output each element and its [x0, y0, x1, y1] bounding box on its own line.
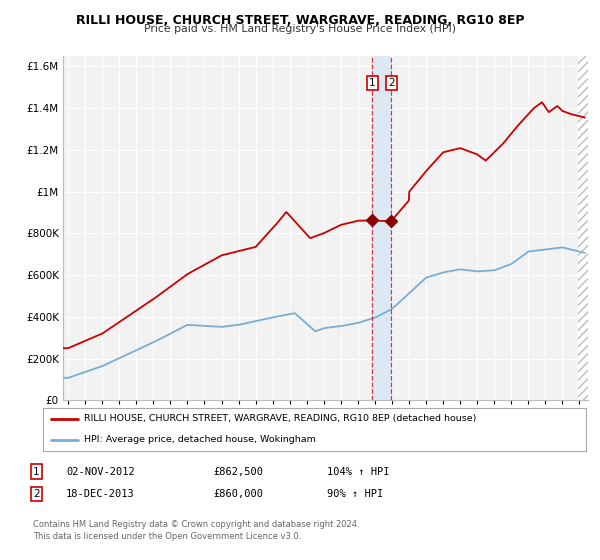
Text: RILLI HOUSE, CHURCH STREET, WARGRAVE, READING, RG10 8EP (detached house): RILLI HOUSE, CHURCH STREET, WARGRAVE, RE…: [84, 414, 476, 423]
Text: 02-NOV-2012: 02-NOV-2012: [66, 466, 135, 477]
Text: Price paid vs. HM Land Registry's House Price Index (HPI): Price paid vs. HM Land Registry's House …: [144, 24, 456, 34]
Text: HPI: Average price, detached house, Wokingham: HPI: Average price, detached house, Woki…: [84, 435, 316, 444]
Bar: [372, 56, 391, 400]
Text: Contains HM Land Registry data © Crown copyright and database right 2024.: Contains HM Land Registry data © Crown c…: [33, 520, 359, 529]
Text: 1: 1: [369, 78, 376, 88]
Text: 2: 2: [33, 489, 40, 499]
Text: 90% ↑ HPI: 90% ↑ HPI: [327, 489, 383, 499]
Text: This data is licensed under the Open Government Licence v3.0.: This data is licensed under the Open Gov…: [33, 532, 301, 541]
Text: RILLI HOUSE, CHURCH STREET, WARGRAVE, READING, RG10 8EP: RILLI HOUSE, CHURCH STREET, WARGRAVE, RE…: [76, 14, 524, 27]
Text: 1: 1: [33, 466, 40, 477]
Text: 18-DEC-2013: 18-DEC-2013: [66, 489, 135, 499]
Bar: [578, 56, 588, 400]
Text: 2: 2: [388, 78, 395, 88]
Text: 104% ↑ HPI: 104% ↑ HPI: [327, 466, 389, 477]
Text: £860,000: £860,000: [213, 489, 263, 499]
Text: £862,500: £862,500: [213, 466, 263, 477]
Bar: [578, 56, 588, 400]
